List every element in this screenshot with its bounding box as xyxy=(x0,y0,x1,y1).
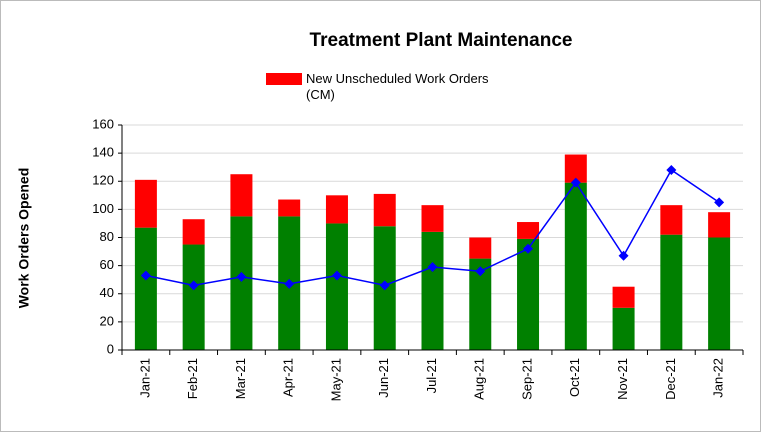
bar xyxy=(564,182,587,350)
marker xyxy=(570,177,581,188)
x-tick-label: Jan-22 xyxy=(711,358,726,398)
x-tick-label: Dec-21 xyxy=(663,358,678,400)
marker xyxy=(140,270,151,281)
marker xyxy=(188,280,199,291)
bar xyxy=(660,234,683,350)
marker xyxy=(236,271,247,282)
marker xyxy=(618,250,629,261)
x-tick-label: Sep-21 xyxy=(519,358,534,400)
bar xyxy=(230,174,253,217)
x-tick-label: Jan-21 xyxy=(137,358,152,398)
bar xyxy=(134,179,157,228)
x-tick-label: Nov-21 xyxy=(615,358,630,400)
y-tick-label: 100 xyxy=(92,201,114,216)
bar xyxy=(564,154,587,183)
marker xyxy=(379,280,390,291)
bar xyxy=(612,307,635,350)
marker xyxy=(475,266,486,277)
x-tick-label: Oct-21 xyxy=(567,358,582,397)
bar xyxy=(708,237,731,350)
marker xyxy=(666,165,677,175)
y-tick-label: 140 xyxy=(92,145,114,160)
y-tick-label: 40 xyxy=(100,285,114,300)
bar xyxy=(182,219,205,245)
bar xyxy=(660,205,683,235)
y-tick-label: 160 xyxy=(92,116,114,131)
x-tick-label: Feb-21 xyxy=(185,358,200,399)
chart-title: Treatment Plant Maintenance xyxy=(310,30,573,51)
bar xyxy=(517,222,540,239)
bar xyxy=(421,205,444,232)
y-tick-label: 80 xyxy=(100,229,114,244)
x-tick-label: Jun-21 xyxy=(376,358,391,398)
x-tick-label: Mar-21 xyxy=(233,358,248,399)
y-tick-label: 60 xyxy=(100,257,114,272)
bar xyxy=(182,244,205,350)
y-tick-label: 20 xyxy=(100,313,114,328)
legend: New Unscheduled Work Orders (CM) xyxy=(266,71,491,103)
legend-swatch xyxy=(266,73,302,85)
bar xyxy=(612,286,635,308)
marker xyxy=(714,197,725,208)
bar xyxy=(708,212,731,238)
bar xyxy=(421,231,444,350)
bar xyxy=(134,227,157,350)
x-tick-label: Aug-21 xyxy=(472,358,487,400)
bar xyxy=(469,237,492,259)
y-axis-label: Work Orders Opened xyxy=(16,168,32,309)
bar xyxy=(469,258,492,350)
bar xyxy=(230,216,253,350)
bar xyxy=(325,195,348,224)
marker xyxy=(523,243,534,254)
marker xyxy=(331,270,342,281)
x-tick-label: May-21 xyxy=(328,358,343,401)
x-tick-label: Apr-21 xyxy=(281,358,296,397)
legend-label: New Unscheduled Work Orders (CM) xyxy=(306,71,489,102)
marker xyxy=(284,278,295,289)
bar xyxy=(278,199,301,217)
bar xyxy=(517,238,540,350)
y-tick-label: 120 xyxy=(92,173,114,188)
x-tick-label: Jul-21 xyxy=(424,358,439,393)
bar xyxy=(325,223,348,350)
y-tick-label: 0 xyxy=(107,341,114,356)
marker xyxy=(427,262,438,273)
bar xyxy=(373,193,396,227)
